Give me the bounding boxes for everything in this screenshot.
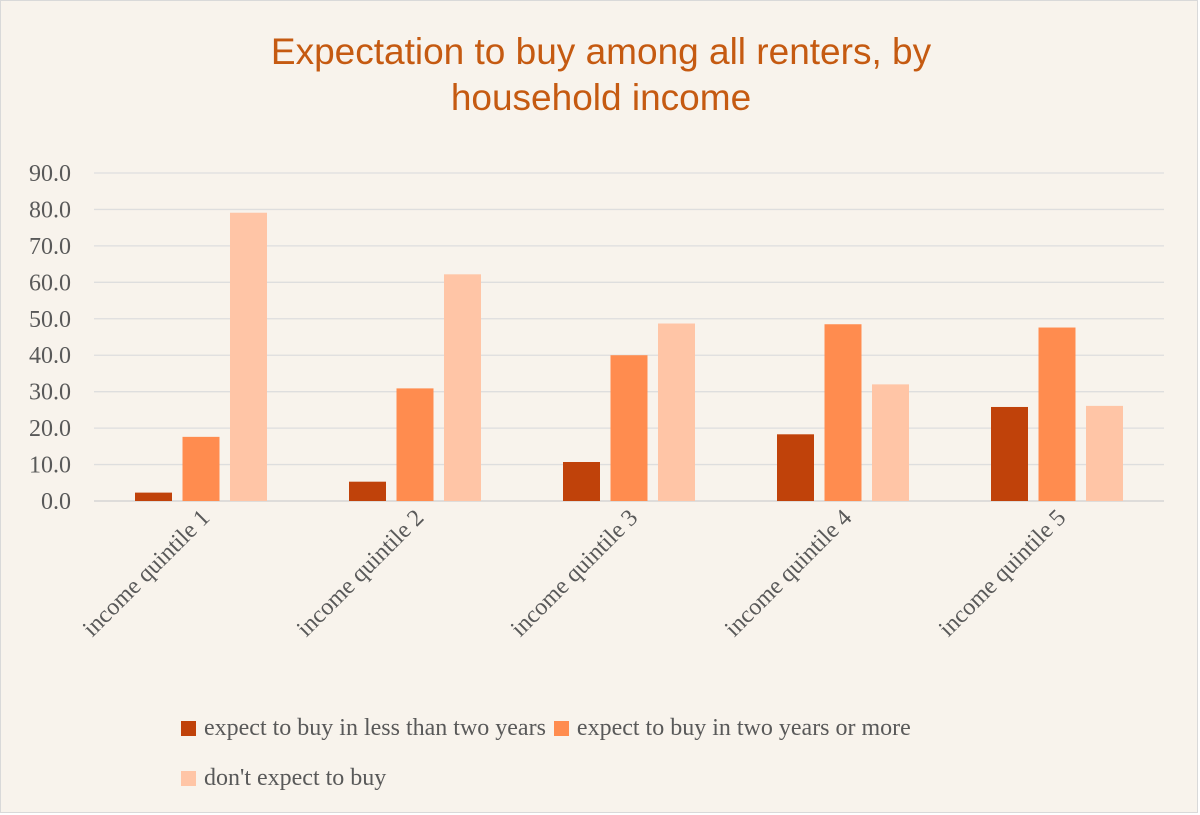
legend-row: don't expect to buy bbox=[181, 756, 1061, 800]
y-tick-label: 40.0 bbox=[29, 343, 71, 369]
bar bbox=[824, 324, 862, 501]
legend-row: expect to buy in less than two years exp… bbox=[181, 706, 1061, 750]
bar bbox=[991, 406, 1028, 501]
bar bbox=[610, 355, 648, 501]
y-tick-label: 70.0 bbox=[29, 234, 71, 260]
legend-item-dont-expect: don't expect to buy bbox=[181, 765, 386, 792]
bar bbox=[1038, 327, 1076, 501]
bar bbox=[658, 323, 695, 501]
x-tick-label: income quintile 5 bbox=[934, 505, 1071, 642]
legend-item-two-years-or-more: expect to buy in two years or more bbox=[553, 714, 911, 742]
bar bbox=[135, 492, 172, 501]
legend-swatch bbox=[181, 770, 196, 786]
bar bbox=[1086, 405, 1123, 501]
bar bbox=[182, 436, 220, 501]
y-tick-label: 80.0 bbox=[29, 197, 71, 223]
legend-swatch bbox=[181, 720, 196, 736]
bar bbox=[563, 462, 600, 501]
y-tick-label: 90.0 bbox=[29, 161, 71, 187]
y-tick-label: 50.0 bbox=[29, 307, 71, 333]
legend-item-less-than-two-years: expect to buy in less than two years bbox=[181, 715, 546, 742]
plot-area: 0.010.020.030.040.050.060.070.080.090.0 … bbox=[29, 161, 1164, 642]
legend-label: don't expect to buy bbox=[204, 764, 387, 791]
bar bbox=[777, 434, 814, 501]
y-tick-label: 10.0 bbox=[29, 453, 71, 479]
chart-title: Expectation to buy among all renters, by… bbox=[270, 31, 932, 118]
x-tick-label: income quintile 2 bbox=[292, 505, 429, 642]
chart-legend: expect to buy in less than two years exp… bbox=[181, 706, 1061, 800]
bar bbox=[872, 384, 909, 501]
y-tick-label: 20.0 bbox=[29, 416, 71, 442]
bar bbox=[230, 212, 267, 502]
x-tick-label: income quintile 3 bbox=[506, 505, 643, 642]
y-tick-label: 0.0 bbox=[41, 489, 71, 515]
bar bbox=[396, 388, 434, 501]
x-tick-label: income quintile 4 bbox=[720, 505, 857, 642]
y-tick-label: 30.0 bbox=[29, 380, 71, 406]
bar bbox=[444, 274, 481, 501]
legend-swatch bbox=[553, 720, 569, 736]
legend-label: expect to buy in less than two years bbox=[204, 714, 546, 741]
y-tick-label: 60.0 bbox=[29, 270, 71, 296]
x-tick-label: income quintile 1 bbox=[78, 505, 215, 642]
bar bbox=[349, 481, 386, 501]
legend-label: expect to buy in two years or more bbox=[576, 714, 911, 741]
